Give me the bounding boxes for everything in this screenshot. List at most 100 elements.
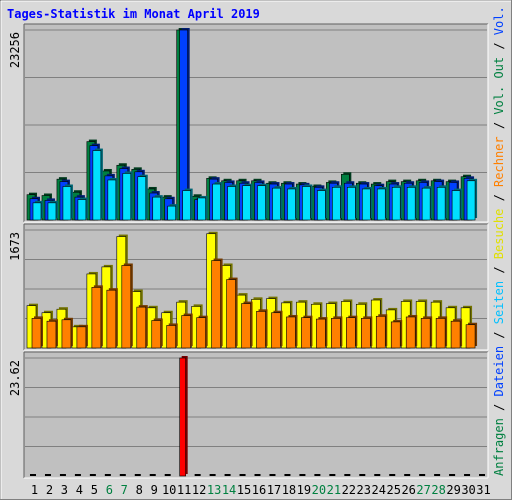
x-tick-label: 10 (162, 483, 176, 497)
x-tick-label: 5 (91, 483, 98, 497)
bar-seiten (32, 202, 42, 221)
bar-rechner (31, 318, 42, 349)
bar-volumen (179, 357, 186, 477)
legend-entry: / (492, 35, 506, 57)
bar-seiten (421, 187, 431, 221)
x-tick-label: 23 (357, 483, 371, 497)
x-tick-label: 29 (446, 483, 460, 497)
bar-rechner (121, 265, 132, 349)
bar-rechner (211, 260, 221, 349)
x-tick-label: 16 (252, 483, 266, 497)
bar-seiten (77, 199, 87, 221)
bar-seiten (451, 190, 461, 221)
legend-entry: / (492, 324, 506, 346)
bar-rechner (151, 320, 162, 349)
bar-seiten (197, 197, 206, 221)
panel-volume: 23.62 (8, 351, 489, 479)
panel-background (24, 352, 488, 478)
bar-seiten (107, 179, 117, 221)
legend-entry: Vol. Out (492, 57, 506, 115)
bar-rechner (360, 318, 371, 349)
chart-panels: 23256 1673 23.62 (8, 23, 489, 479)
panel-visits: 1673 (8, 223, 489, 351)
y-max-label: 1673 (8, 232, 22, 261)
bar-seiten (122, 173, 132, 221)
bar-seiten (406, 187, 416, 221)
bar-rechner (181, 315, 191, 349)
x-tick-label: 14 (222, 483, 236, 497)
bar-seiten (466, 180, 476, 221)
bar-volumen (119, 474, 126, 476)
bar-volumen (30, 474, 36, 476)
bar-rechner (465, 324, 476, 349)
bar-rechner (106, 289, 117, 349)
x-tick-label: 19 (297, 483, 311, 497)
bar-seiten (361, 188, 371, 221)
bar-seiten (47, 202, 57, 221)
legend-entry: Anfragen (492, 418, 506, 476)
bar-rechner (420, 318, 431, 349)
bar-rechner (346, 317, 356, 349)
bar-seiten (62, 186, 72, 221)
legend-entry: Vol. In (492, 0, 506, 35)
bar-volumen (59, 474, 66, 476)
x-tick-label: 12 (192, 483, 206, 497)
bar-rechner (375, 315, 386, 349)
bar-seiten (92, 150, 102, 221)
x-tick-label: 22 (342, 483, 356, 497)
bar-volumen (449, 474, 456, 476)
bar-rechner (61, 319, 72, 349)
bar-seiten (182, 190, 191, 221)
bar-volumen (209, 474, 216, 476)
x-tick-label: 11 (177, 483, 191, 497)
y-max-label: 23.62 (8, 360, 22, 396)
bar-rechner (390, 321, 401, 349)
bar-rechner (286, 316, 296, 349)
bar-seiten (391, 187, 401, 221)
x-tick-label: 28 (431, 483, 445, 497)
bar-rechner (166, 325, 177, 349)
x-tick-label: 3 (61, 483, 68, 497)
bar-volumen (254, 474, 261, 476)
bar-volumen (359, 474, 366, 476)
bar-volumen (434, 474, 441, 476)
x-tick-label: 13 (207, 483, 221, 497)
legend-entry: Rechner (492, 136, 506, 187)
x-tick-label: 6 (106, 483, 113, 497)
x-tick-label: 8 (136, 483, 143, 497)
bar-seiten (302, 186, 311, 221)
y-max-label: 23256 (8, 32, 22, 68)
bar-seiten (332, 187, 341, 221)
bar-volumen (329, 474, 336, 476)
x-tick-label: 17 (267, 483, 281, 497)
bar-rechner (331, 318, 341, 349)
x-tick-label: 1 (31, 483, 38, 497)
bar-volumen (134, 474, 141, 476)
bar-rechner (316, 318, 326, 349)
bar-volumen (419, 474, 426, 476)
bar-volumen (314, 474, 321, 476)
bar-rechner (256, 311, 266, 349)
bar-seiten (436, 187, 446, 221)
legend-entry: / (492, 259, 506, 281)
bar-volumen (284, 474, 291, 476)
bar-volumen (389, 474, 396, 476)
chart-title: Tages-Statistik im Monat April 2019 (7, 7, 260, 21)
x-tick-label: 7 (121, 483, 128, 497)
bar-volumen (299, 474, 306, 476)
x-tick-label: 18 (282, 483, 296, 497)
x-tick-label: 25 (386, 483, 400, 497)
x-tick-label: 30 (461, 483, 475, 497)
bar-seiten (137, 176, 147, 221)
bar-volumen (164, 474, 171, 476)
bar-volumen (374, 474, 381, 476)
bar-rechner (136, 306, 147, 349)
legend-entry: / (492, 115, 506, 137)
bar-volumen (74, 474, 81, 476)
bar-rechner (301, 317, 311, 349)
bar-rechner (91, 287, 102, 349)
x-tick-label: 26 (401, 483, 415, 497)
bar-volumen (404, 474, 411, 476)
bar-seiten (242, 185, 251, 221)
